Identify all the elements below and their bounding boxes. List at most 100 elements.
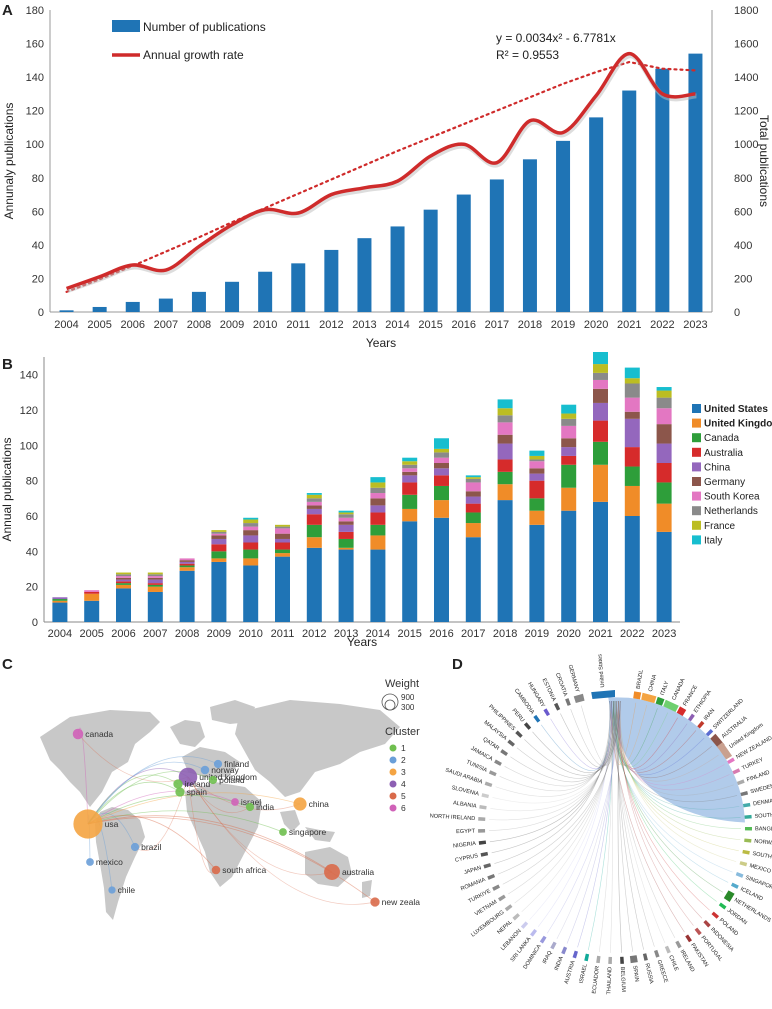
chord-link (617, 701, 622, 953)
x-tick-label: 2006 (121, 319, 145, 331)
stack-segment (243, 565, 259, 622)
y-tick-label: 180 (26, 5, 44, 17)
chord-link (614, 700, 655, 947)
stack-segment (465, 482, 481, 492)
chord-arc (633, 691, 642, 700)
stack-segment (402, 468, 418, 472)
legend-label: United Kingdom (704, 419, 772, 430)
legend-weight-title: Weight (385, 678, 419, 690)
y-tick-label: 60 (32, 206, 44, 218)
network-node (324, 864, 340, 880)
stack-segment (656, 397, 672, 409)
chord-arc (550, 941, 557, 950)
chord-country-label: NEPAL (496, 919, 513, 936)
network-link (87, 792, 301, 825)
chord-arc (739, 861, 748, 867)
x-tick-label: 2004 (54, 319, 78, 331)
chord-country-label: CYPRUS (455, 853, 479, 864)
stack-segment (593, 364, 608, 373)
stack-segment (561, 447, 577, 456)
equation-label: y = 0.0034x² - 6.7781x (496, 31, 616, 45)
chord-arc (488, 770, 497, 777)
stack-segment (338, 524, 354, 532)
stack-segment (593, 501, 608, 622)
stack-segment (179, 561, 195, 564)
legend-weight-value: 300 (401, 703, 415, 712)
x-tick-label: 2021 (617, 319, 641, 331)
y-tick-label: 100 (20, 440, 38, 452)
stack-segment (147, 574, 163, 577)
chord-link (618, 701, 730, 791)
bar (324, 249, 339, 312)
x-tick-label: 2008 (187, 319, 211, 331)
node-label: brazil (141, 842, 161, 852)
chord-link (609, 701, 697, 773)
chord-arc (736, 779, 745, 786)
bar (688, 53, 703, 312)
chord-arc (520, 921, 529, 929)
stack-segment (434, 463, 449, 469)
stack-segment (434, 475, 449, 486)
legend-cluster-dot (389, 756, 397, 764)
node-label: usa (105, 819, 119, 829)
legend-swatch (692, 404, 701, 413)
chord-link (609, 701, 613, 953)
chord-link (616, 701, 741, 841)
chord-country-label: CANADA (671, 677, 686, 701)
node-label: new zealand (382, 897, 420, 907)
chord-arc (533, 714, 541, 723)
stack-segment (434, 500, 449, 518)
stack-segment (116, 576, 131, 578)
chord-link (498, 701, 621, 875)
stack-segment (147, 572, 163, 575)
y-tick-label: 60 (26, 511, 38, 523)
network-link (87, 815, 333, 873)
stack-segment (402, 457, 418, 462)
chord-arc (596, 955, 601, 964)
network-node (200, 765, 210, 775)
stack-segment (116, 579, 131, 582)
chord-arc (530, 928, 538, 937)
chord-country-label: CHILE (667, 955, 679, 973)
stack-segment (211, 530, 227, 532)
x-tick-label: 2006 (111, 628, 135, 640)
network-node (173, 779, 183, 789)
network-node (108, 886, 116, 894)
node-label: united kingdom (199, 772, 257, 782)
legend-swatch (692, 447, 701, 457)
stack-segment (306, 501, 322, 506)
chord-link (616, 701, 725, 786)
chord-country-label: ICELAND (739, 886, 763, 902)
stack-segment (465, 496, 481, 504)
x-tick-label: 2017 (461, 628, 485, 640)
stack-segment (624, 397, 640, 412)
chord-country-label: BRAZIL (636, 669, 645, 689)
stack-segment (275, 538, 290, 543)
stack-segment (211, 531, 227, 534)
stack-segment (147, 576, 163, 578)
stack-segment (370, 535, 386, 550)
chord-country-label: CROATIA (554, 672, 568, 697)
stack-segment (465, 523, 481, 538)
stack-segment (211, 558, 227, 562)
chord-arc (744, 814, 752, 819)
stack-segment (338, 549, 354, 622)
land-shape (95, 807, 145, 920)
chord-link (516, 701, 618, 779)
bar (125, 301, 140, 312)
stack-segment (275, 542, 290, 550)
stack-segment (179, 570, 195, 622)
legend-label-line: Annual growth rate (143, 48, 244, 62)
bar (59, 310, 74, 312)
chord-link (618, 701, 739, 852)
x-tick-label: 2009 (220, 319, 244, 331)
chord-arc (744, 826, 752, 831)
stack-segment (465, 475, 481, 478)
chord-arc (744, 838, 752, 843)
chord-link (616, 701, 669, 768)
stack-segment (275, 549, 290, 554)
chord-country-label: United States (597, 654, 606, 688)
chord-arc (478, 817, 486, 821)
stack-segment (306, 493, 322, 495)
y2-tick-label: 200 (734, 273, 752, 285)
